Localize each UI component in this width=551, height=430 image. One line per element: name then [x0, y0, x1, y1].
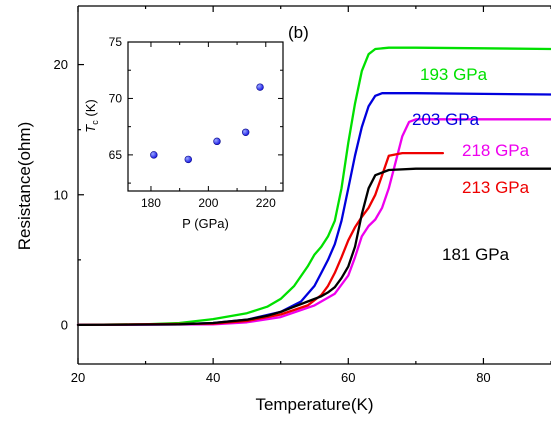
x-tick-label: 60 — [341, 370, 355, 385]
x-axis-title: Temperature(K) — [255, 395, 373, 414]
inset-y-tick-label: 75 — [109, 35, 123, 49]
series-line-213-gpa — [76, 151, 445, 327]
y-tick-label: 0 — [61, 317, 68, 332]
inset-data-point — [150, 151, 158, 159]
inset-x-axis-title: P (GPa) — [182, 216, 229, 231]
x-tick-label: 80 — [476, 370, 490, 385]
y-axis-title: Resistance(ohm) — [15, 122, 34, 251]
series-label: 193 GPa — [420, 65, 488, 84]
series-line-193-gpa — [76, 46, 551, 327]
x-tick-label: 40 — [206, 370, 220, 385]
series-label: 203 GPa — [412, 110, 480, 129]
series-label: 213 GPa — [462, 178, 530, 197]
series-label: 181 GPa — [442, 245, 510, 264]
inset-y-tick-label: 70 — [109, 91, 123, 105]
inset-y-axis-title: Tc (K) — [83, 99, 100, 132]
inset-data-point — [184, 155, 192, 164]
inset-x-tick-label: 220 — [256, 196, 276, 210]
y-tick-label: 20 — [54, 57, 68, 72]
y-tick-label: 10 — [54, 187, 68, 202]
inset-plot: 180 200 220 65 70 75 P (GPa) Tc (K) — [83, 35, 284, 231]
inset-data-point — [256, 83, 264, 91]
inset-frame — [127, 41, 284, 192]
inset-y-tick-label: 65 — [109, 148, 123, 162]
series-line-181-gpa — [76, 167, 551, 327]
series-label: 218 GPa — [462, 141, 530, 160]
inset-x-tick-label: 180 — [141, 196, 161, 210]
x-tick-label: 20 — [71, 370, 85, 385]
panel-label: (b) — [288, 23, 309, 42]
inset-data-point — [213, 137, 221, 146]
main-plot: 20 40 60 80 0 10 20 Temperature(K) Resistance(oh… — [15, 5, 551, 414]
inset-data-point — [241, 128, 250, 137]
series-line-218-gpa — [76, 118, 551, 327]
inset-x-tick-label: 200 — [198, 196, 218, 210]
